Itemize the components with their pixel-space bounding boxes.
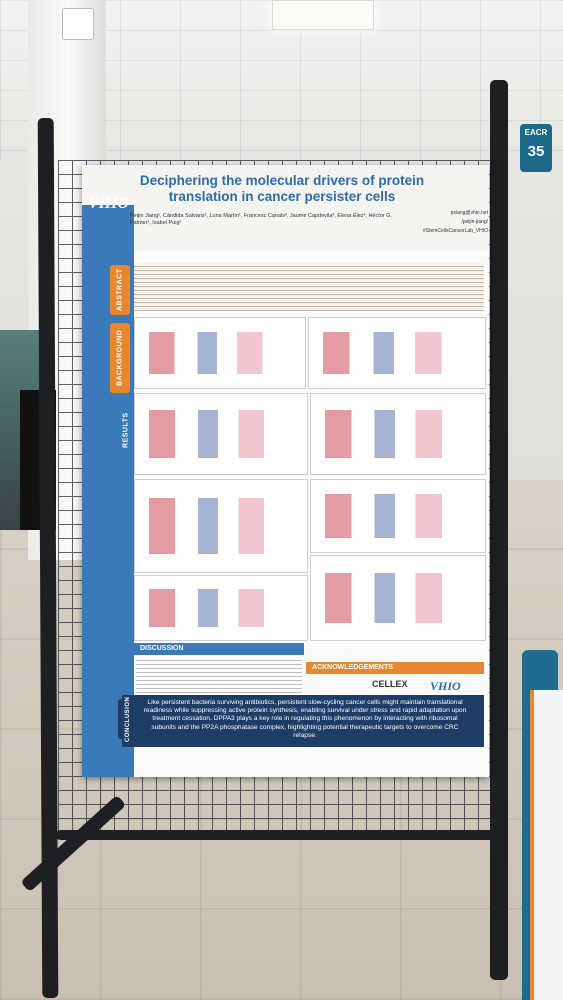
poster-title: Deciphering the molecular drivers of pro… bbox=[139, 173, 425, 204]
poster-logo: VHIO bbox=[88, 195, 129, 212]
section-tab-results: RESULTS bbox=[116, 400, 136, 460]
figure-panel bbox=[308, 317, 486, 389]
acknowledgements-header: ACKNOWLEDGEMENTS bbox=[306, 662, 484, 674]
figure-panel bbox=[310, 555, 486, 641]
contact-linkedin: /peijin-jiang/ bbox=[461, 219, 488, 225]
figure-panel bbox=[310, 393, 486, 475]
contact-email: pxiang@vhio.net bbox=[450, 210, 488, 216]
vhio-logo: VHIO bbox=[430, 679, 461, 693]
contact-hashtag: #StemCellsCancerLab_VHIO bbox=[422, 228, 488, 234]
poster-header bbox=[82, 165, 489, 251]
conclusion-box bbox=[122, 695, 484, 747]
poster-authors: Peijin Jiang¹, Cándida Salvans¹, Luna Ma… bbox=[130, 213, 392, 226]
figure-panel bbox=[134, 317, 306, 389]
abstract-text-block bbox=[134, 263, 484, 311]
ceiling-light bbox=[272, 0, 374, 30]
cellex-logo: CELLEX bbox=[372, 679, 408, 689]
board-number: 35 bbox=[527, 143, 545, 160]
figure-panel bbox=[134, 479, 308, 573]
roll-up-banner bbox=[530, 690, 563, 1000]
discussion-text-block bbox=[136, 657, 302, 695]
stand-crossbar bbox=[56, 830, 496, 840]
stand-pole-right bbox=[490, 80, 508, 980]
eacr-label: EACR bbox=[524, 128, 548, 137]
discussion-header: DISCUSSION bbox=[134, 643, 304, 655]
wall-socket bbox=[62, 8, 94, 40]
figure-panel bbox=[134, 393, 308, 475]
section-tab-background: BACKGROUND bbox=[110, 323, 130, 393]
section-tab-abstract: ABSTRACT bbox=[110, 265, 130, 315]
figure-panel bbox=[134, 575, 308, 641]
eacr-board-number-tag: EACR 35 bbox=[520, 124, 552, 172]
poster-contact: pxiang@vhio.net /peijin-jiang/ #StemCell… bbox=[420, 209, 488, 236]
section-tab-conclusion: CONCLUSION bbox=[118, 696, 138, 742]
conclusion-text: Like persistent bacteria surviving antib… bbox=[143, 699, 467, 739]
scientific-poster: VHIO Deciphering the molecular drivers o… bbox=[82, 165, 489, 777]
figure-panel bbox=[310, 479, 486, 553]
